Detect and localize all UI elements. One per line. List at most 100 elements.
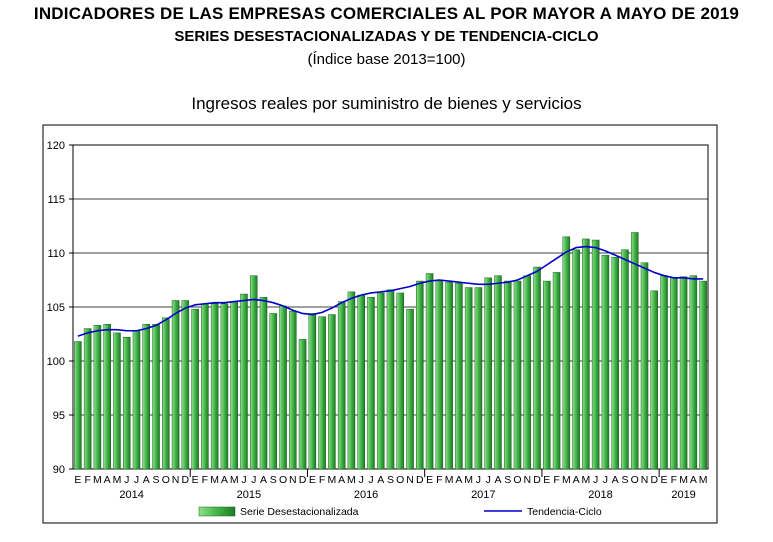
month-label: D	[650, 474, 658, 486]
month-label: E	[543, 474, 550, 486]
month-label: F	[319, 474, 325, 486]
month-label: E	[309, 474, 316, 486]
month-label: F	[436, 474, 442, 486]
month-label: E	[74, 474, 81, 486]
bar	[494, 275, 502, 470]
y-tick-label: 90	[53, 464, 65, 476]
bar	[347, 291, 356, 470]
month-label: J	[593, 474, 598, 486]
bar	[201, 303, 209, 470]
bar	[259, 297, 268, 470]
month-label: A	[104, 474, 111, 486]
bar	[660, 275, 668, 470]
month-label: S	[270, 474, 277, 486]
bar	[572, 249, 580, 470]
month-label: N	[523, 474, 531, 486]
month-label: S	[153, 474, 160, 486]
bar	[591, 239, 600, 470]
month-label: M	[347, 474, 356, 486]
chart-frame	[42, 124, 718, 524]
bar	[230, 301, 238, 470]
month-label: F	[553, 474, 559, 486]
bar	[328, 314, 336, 470]
bar	[93, 325, 102, 470]
bar	[386, 289, 395, 470]
bar	[298, 339, 307, 470]
month-label: M	[445, 474, 454, 486]
month-label: E	[426, 474, 433, 486]
bar	[152, 324, 160, 470]
month-label: O	[162, 474, 170, 486]
month-label: J	[251, 474, 256, 486]
year-label: 2014	[119, 489, 143, 501]
bar	[406, 308, 414, 470]
bar	[376, 292, 385, 470]
trend-line	[77, 245, 704, 337]
month-label: N	[641, 474, 649, 486]
y-tick-label: 115	[47, 194, 65, 206]
month-label: M	[679, 474, 688, 486]
month-label: F	[671, 474, 677, 486]
month-label: O	[279, 474, 287, 486]
month-label: A	[455, 474, 462, 486]
bar	[191, 308, 199, 470]
legend-bar-label: Serie Desestacionalizada	[240, 506, 359, 518]
bar	[279, 305, 287, 470]
bar	[240, 293, 248, 470]
bar	[269, 313, 278, 470]
month-label: A	[338, 474, 345, 486]
month-label: D	[299, 474, 307, 486]
month-label: M	[93, 474, 102, 486]
bar	[103, 324, 111, 470]
bar	[132, 330, 141, 470]
month-label: O	[513, 474, 521, 486]
year-label: 2016	[354, 489, 378, 501]
bar	[416, 280, 424, 470]
bar	[484, 277, 492, 470]
bar	[582, 238, 590, 470]
month-label: E	[661, 474, 668, 486]
month-label: A	[612, 474, 619, 486]
bar	[445, 281, 453, 470]
bar	[601, 254, 610, 470]
bar	[650, 290, 659, 470]
month-label: J	[476, 474, 481, 486]
month-label: A	[221, 474, 228, 486]
month-label: J	[603, 474, 608, 486]
bar	[455, 282, 463, 470]
bar	[689, 275, 698, 470]
bar	[318, 316, 326, 470]
bar-series	[74, 232, 707, 470]
page-title: INDICADORES DE LAS EMPRESAS COMERCIALES …	[33, 4, 740, 23]
legend-line-label: Tendencia-Ciclo	[527, 506, 602, 518]
bar	[337, 301, 346, 470]
month-label: M	[113, 474, 122, 486]
bar	[503, 280, 512, 470]
month-label: F	[84, 474, 90, 486]
month-label: J	[241, 474, 246, 486]
bar	[513, 280, 522, 470]
bar	[122, 336, 131, 470]
bar	[523, 275, 532, 470]
month-label: N	[406, 474, 414, 486]
month-label: S	[504, 474, 511, 486]
bar	[611, 257, 619, 470]
month-label: J	[368, 474, 373, 486]
bar	[220, 303, 229, 470]
bar	[171, 300, 180, 470]
trend-series	[77, 245, 704, 337]
y-tick-label: 105	[47, 302, 65, 314]
month-label: F	[202, 474, 208, 486]
bar	[640, 262, 649, 470]
bar	[543, 280, 551, 470]
month-label: J	[486, 474, 491, 486]
month-label: M	[230, 474, 239, 486]
month-label: E	[192, 474, 199, 486]
month-label: D	[182, 474, 190, 486]
bar	[435, 280, 444, 470]
chart-title: Ingresos reales por suministro de bienes…	[191, 94, 582, 113]
bar	[621, 249, 629, 470]
bar	[464, 287, 473, 470]
